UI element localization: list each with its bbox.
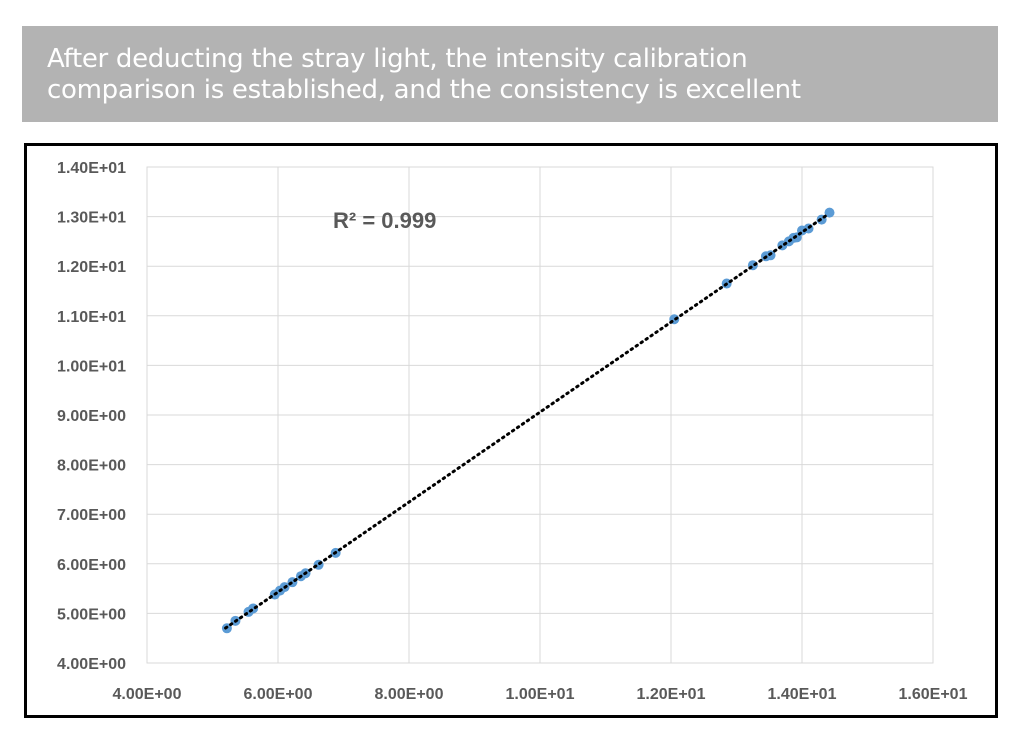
y-tick-label: 9.00E+00 [57, 408, 126, 425]
x-tick-label: 1.60E+01 [899, 686, 968, 703]
y-tick-label: 1.30E+01 [57, 210, 126, 227]
r-squared-label: R² = 0.999 [333, 208, 436, 233]
x-tick-label: 4.00E+00 [113, 686, 182, 703]
x-tick-label: 1.00E+01 [506, 686, 575, 703]
x-tick-label: 1.20E+01 [637, 686, 706, 703]
x-tick-label: 8.00E+00 [375, 686, 444, 703]
y-tick-label: 4.00E+00 [57, 656, 126, 673]
y-tick-label: 1.00E+01 [57, 358, 126, 375]
banner-line-1: After deducting the stray light, the int… [47, 44, 748, 74]
banner-line-2: comparison is established, and the consi… [47, 75, 801, 105]
x-tick-label: 6.00E+00 [244, 686, 313, 703]
y-tick-label: 5.00E+00 [57, 606, 126, 623]
y-tick-label: 8.00E+00 [57, 458, 126, 475]
trendline [224, 212, 830, 630]
y-tick-label: 1.20E+01 [57, 259, 126, 276]
y-tick-label: 6.00E+00 [57, 557, 126, 574]
y-tick-label: 1.10E+01 [57, 309, 126, 326]
data-point [824, 207, 835, 218]
y-tick-label: 7.00E+00 [57, 507, 126, 524]
title-banner: After deducting the stray light, the int… [22, 26, 998, 122]
x-tick-label: 1.40E+01 [768, 686, 837, 703]
y-tick-label: 1.40E+01 [57, 160, 126, 177]
